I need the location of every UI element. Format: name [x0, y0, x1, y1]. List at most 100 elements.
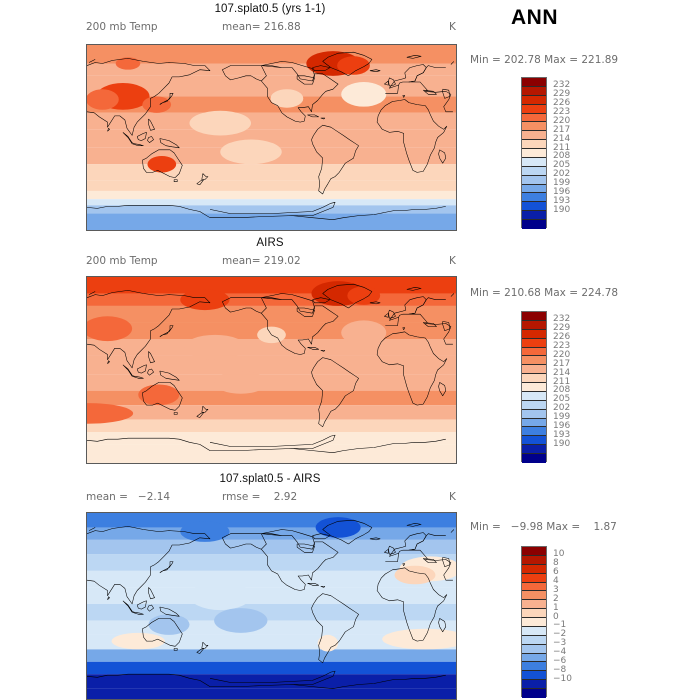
panel-unit-label-obs: K — [449, 255, 456, 267]
colorbar-tick-label: 196 — [553, 420, 571, 431]
colorbar-swatch — [522, 600, 546, 610]
colorbar-swatch — [522, 383, 546, 392]
colorbar-swatch — [522, 445, 546, 454]
map-canvas-test — [87, 45, 456, 230]
colorbar-tick-label: 232 — [553, 80, 571, 91]
panel-left-label-test: 200 mb Temp — [86, 21, 158, 33]
colorbar-swatch — [522, 202, 546, 212]
colorbar-tick-label: 229 — [553, 89, 571, 100]
colorbar-tick-label: 208 — [553, 385, 571, 396]
colorbar-tick-label: 226 — [553, 332, 571, 343]
colorbar-swatch — [522, 564, 546, 574]
colorbar-tick-label: 1 — [553, 602, 559, 613]
colorbar-swatch — [522, 312, 546, 321]
colorbar-tick-label: 193 — [553, 195, 571, 206]
colorbar-swatch — [522, 338, 546, 348]
colorbar-tick-label: −6 — [553, 655, 567, 666]
colorbar-swatch — [522, 653, 546, 663]
colorbar-swatch — [522, 166, 546, 176]
colorbar-tick-label: 205 — [553, 160, 571, 171]
colorbar-strip — [521, 77, 547, 229]
colorbar-tick-label: 193 — [553, 429, 571, 440]
colorbar-swatch — [522, 573, 546, 583]
colorbar-tick-label: −2 — [553, 629, 567, 640]
colorbar-swatch — [522, 618, 546, 627]
panel-title-obs: AIRS — [256, 237, 284, 249]
colorbar-swatch — [522, 365, 546, 375]
colorbar-tick-label: 220 — [553, 349, 571, 360]
colorbar-tick-label: 202 — [553, 169, 571, 180]
colorbar-tick-label: 220 — [553, 115, 571, 126]
map-canvas-difference — [87, 513, 456, 699]
colorbar-strip — [521, 311, 547, 463]
colorbar-swatch — [522, 157, 546, 167]
colorbar-tick-label: 196 — [553, 186, 571, 197]
colorbar-swatch — [522, 454, 546, 463]
colorbar-swatch — [522, 329, 546, 339]
colorbar-tick-label: 214 — [553, 133, 571, 144]
panel-rmse-label-difference: rmse = 2.92 — [222, 491, 298, 503]
colorbar-tick-label: 217 — [553, 124, 571, 135]
colorbar-tick-label: 223 — [553, 341, 571, 352]
colorbar-tick-label: 10 — [553, 549, 565, 560]
colorbar-swatch — [522, 689, 546, 698]
colorbar-swatch — [522, 680, 546, 689]
colorbar-tick-label: −10 — [553, 673, 572, 684]
colorbar-swatch — [522, 626, 546, 636]
colorbar-tick-label: 3 — [553, 584, 559, 595]
colorbar-tick-label: 205 — [553, 394, 571, 405]
colorbar-swatch — [522, 122, 546, 132]
minmax-difference: Min = −9.98 Max = 1.87 — [470, 521, 617, 533]
colorbar-swatch — [522, 582, 546, 592]
colorbar-strip — [521, 546, 547, 698]
colorbar-tick-label: 199 — [553, 412, 571, 423]
colorbar-swatch — [522, 591, 546, 601]
colorbar-swatch — [522, 140, 546, 149]
colorbar-swatch — [522, 555, 546, 565]
colorbar-swatch — [522, 184, 546, 194]
colorbar-swatch — [522, 356, 546, 366]
colorbar-tick-label: 202 — [553, 403, 571, 414]
map-canvas-obs — [87, 277, 456, 463]
minmax-test: Min = 202.78 Max = 221.89 — [470, 54, 619, 66]
colorbar-tick-label: 226 — [553, 98, 571, 109]
colorbar-tick-label: 217 — [553, 358, 571, 369]
colorbar-swatch — [522, 320, 546, 330]
colorbar-tick-label: −3 — [553, 638, 567, 649]
map-obs[interactable] — [86, 276, 457, 464]
colorbar-swatch — [522, 400, 546, 410]
colorbar-tick-label: −1 — [553, 620, 567, 631]
colorbar-tick-label: 4 — [553, 576, 559, 587]
panel-mean-label-obs: mean= 219.02 — [222, 255, 301, 267]
colorbar-tick-label: 211 — [553, 376, 571, 387]
colorbar-swatch — [522, 427, 546, 437]
colorbar-tick-label: 229 — [553, 323, 571, 334]
colorbar-swatch — [522, 211, 546, 220]
colorbar-swatch — [522, 391, 546, 401]
season-label: ANN — [511, 6, 558, 29]
colorbar-swatch — [522, 220, 546, 229]
colorbar-swatch — [522, 644, 546, 654]
colorbar-swatch — [522, 671, 546, 681]
colorbar-tick-label: 232 — [553, 314, 571, 325]
colorbar-tick-label: 223 — [553, 107, 571, 118]
colorbar-tick-label: 214 — [553, 367, 571, 378]
colorbar-tick-label: 0 — [553, 611, 559, 622]
colorbar-swatch — [522, 78, 546, 87]
colorbar-tick-label: 2 — [553, 593, 559, 604]
colorbar-tick-label: 199 — [553, 178, 571, 189]
colorbar-swatch — [522, 86, 546, 96]
colorbar-swatch — [522, 347, 546, 357]
map-test[interactable] — [86, 44, 457, 231]
panel-mean-label-test: mean= 216.88 — [222, 21, 301, 33]
panel-title-test: 107.splat0.5 (yrs 1-1) — [214, 3, 326, 15]
colorbar-swatch — [522, 95, 546, 105]
colorbar-swatch — [522, 149, 546, 158]
colorbar-tick-label: −8 — [553, 664, 567, 675]
colorbar-tick-label: 8 — [553, 558, 559, 569]
map-difference[interactable] — [86, 512, 457, 700]
colorbar-tick-label: 211 — [553, 142, 571, 153]
colorbar-swatch — [522, 104, 546, 114]
colorbar-swatch — [522, 547, 546, 556]
colorbar-swatch — [522, 635, 546, 645]
